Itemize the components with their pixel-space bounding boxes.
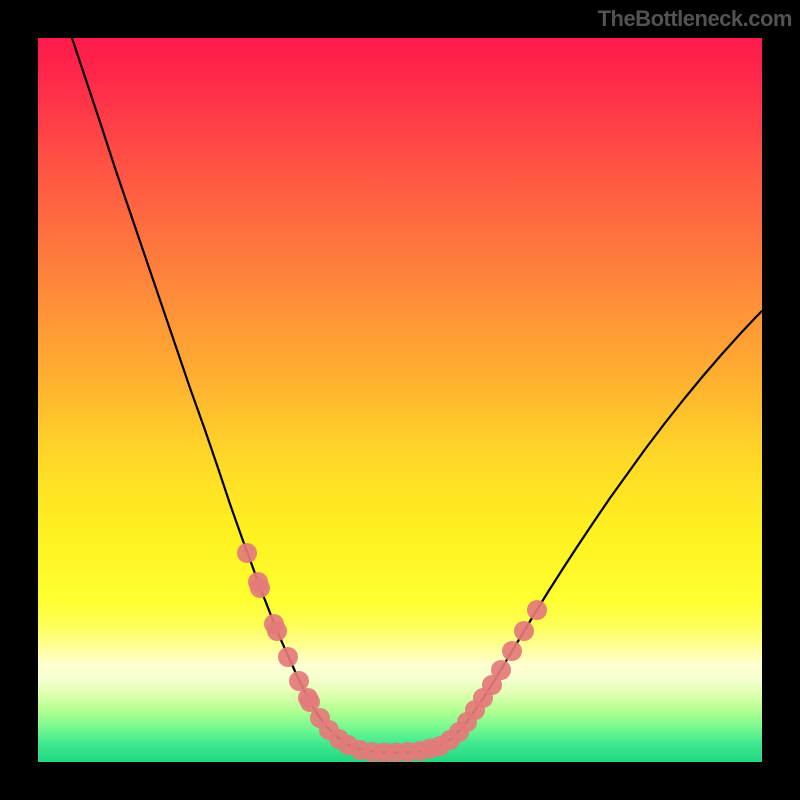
data-marker [514,621,534,641]
data-marker [289,671,309,691]
data-marker [250,578,270,598]
bottleneck-curve [72,38,762,753]
curve-svg [38,38,762,762]
data-marker [237,543,257,563]
data-marker [491,660,511,680]
watermark-text: TheBottleneck.com [598,6,792,32]
data-marker [527,600,547,620]
data-marker [502,641,522,661]
data-marker [267,621,287,641]
data-marker [278,647,298,667]
chart-container: TheBottleneck.com [0,0,800,800]
plot-area [38,38,762,762]
